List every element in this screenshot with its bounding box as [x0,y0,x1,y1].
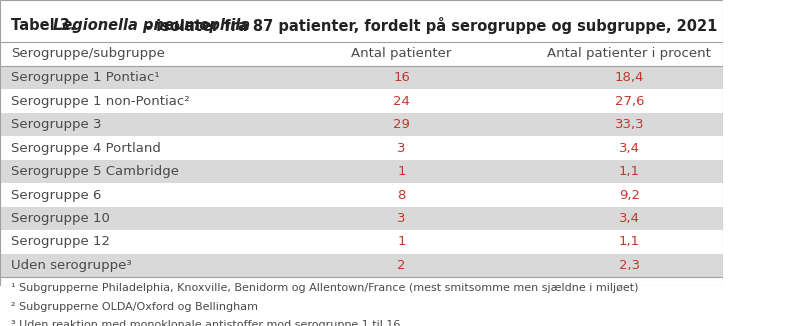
Text: ³ Uden reaktion med monoklonale antistoffer mod serogruppe 1 til 16: ³ Uden reaktion med monoklonale antistof… [11,320,400,326]
Bar [0,66,723,89]
Text: Serogruppe 1 non-Pontiac²: Serogruppe 1 non-Pontiac² [11,95,190,108]
Text: Serogruppe 5 Cambridge: Serogruppe 5 Cambridge [11,165,179,178]
Text: 2,3: 2,3 [619,259,640,272]
Text: 1,1: 1,1 [619,235,640,248]
Bar [0,183,723,207]
Text: Serogruppe 1 Pontiac¹: Serogruppe 1 Pontiac¹ [11,71,159,84]
Text: 9,2: 9,2 [619,188,640,201]
Bar [0,8,723,41]
Text: Antal patienter i procent: Antal patienter i procent [547,47,711,60]
Bar [0,89,723,113]
Text: Serogruppe/subgruppe: Serogruppe/subgruppe [11,47,165,60]
Text: 1: 1 [398,235,406,248]
Bar [0,113,723,136]
Bar [0,254,723,277]
Text: 24: 24 [393,95,410,108]
Text: Serogruppe 6: Serogruppe 6 [11,188,102,201]
Text: Antal patienter: Antal patienter [351,47,452,60]
Text: 8: 8 [398,188,406,201]
Text: 29: 29 [393,118,410,131]
Text: ² Subgrupperne OLDA/Oxford og Bellingham: ² Subgrupperne OLDA/Oxford og Bellingham [11,302,258,312]
Text: 3,4: 3,4 [619,212,640,225]
Text: Serogruppe 12: Serogruppe 12 [11,235,110,248]
Text: 1,1: 1,1 [619,165,640,178]
Text: 33,3: 33,3 [614,118,644,131]
Text: 16: 16 [393,71,410,84]
Text: 3: 3 [398,141,406,155]
Text: 3,4: 3,4 [619,141,640,155]
Bar [0,160,723,183]
Text: Serogruppe 3: Serogruppe 3 [11,118,102,131]
Text: 1: 1 [398,165,406,178]
Text: Serogruppe 10: Serogruppe 10 [11,212,110,225]
Text: ¹ Subgrupperne Philadelphia, Knoxville, Benidorm og Allentown/France (mest smits: ¹ Subgrupperne Philadelphia, Knoxville, … [11,283,638,293]
Text: - isolater fra 87 patienter, fordelt på serogruppe og subgruppe, 2021: - isolater fra 87 patienter, fordelt på … [145,17,718,34]
Text: 2: 2 [398,259,406,272]
Bar [0,41,723,66]
Text: Legionella pneumophila: Legionella pneumophila [53,18,250,33]
Text: 27,6: 27,6 [614,95,644,108]
Bar [0,136,723,160]
Bar [0,230,723,254]
Bar [0,207,723,230]
Text: Tabel 3.: Tabel 3. [11,18,81,33]
Text: 18,4: 18,4 [614,71,644,84]
Text: 3: 3 [398,212,406,225]
Text: Uden serogruppe³: Uden serogruppe³ [11,259,131,272]
Text: Serogruppe 4 Portland: Serogruppe 4 Portland [11,141,161,155]
